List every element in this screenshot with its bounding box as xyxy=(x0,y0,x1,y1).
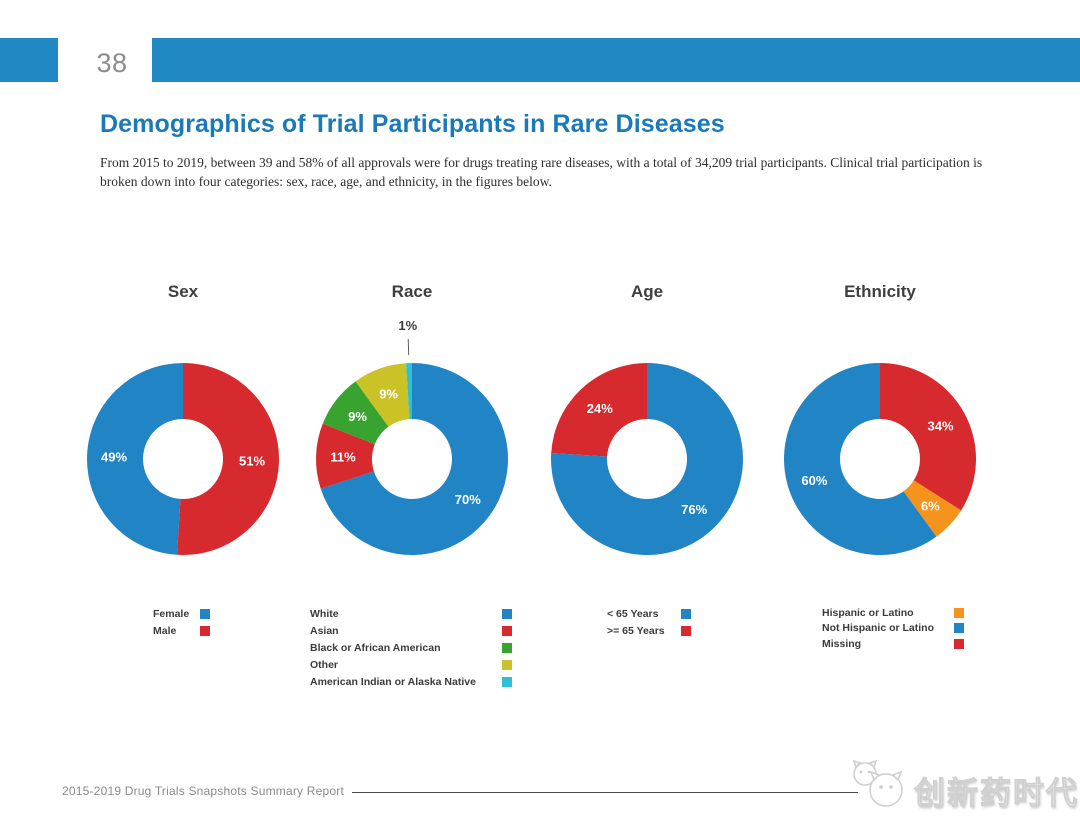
donut-charts-svg: 51% 49% 70% 11% 9% 9% 1% 76% 24% 34% 6% 60% xyxy=(87,318,977,555)
chart-title-race: Race xyxy=(391,282,433,301)
legend-item-missing: Missing xyxy=(822,636,964,652)
chart-title-sex: Sex xyxy=(167,282,199,301)
legend-swatch-icon xyxy=(200,625,210,636)
footer-rule xyxy=(352,792,858,793)
footer-report-label: 2015-2019 Drug Trials Snapshots Summary … xyxy=(62,784,345,798)
chart-title-ethnicity: Ethnicity xyxy=(844,282,916,301)
donut-value-label: 49% xyxy=(101,449,127,464)
donut-value-label: 70% xyxy=(455,492,481,507)
legend-swatch-icon xyxy=(502,608,512,619)
legend-swatch-icon xyxy=(954,607,964,618)
donut-value-label: 1% xyxy=(398,318,417,333)
chart-title-age: Age xyxy=(630,282,664,301)
intro-paragraph: From 2015 to 2019, between 39 and 58% of… xyxy=(100,155,983,189)
legend-item-65-years: < 65 Years xyxy=(607,605,691,622)
legend-swatch-icon xyxy=(502,642,512,653)
header-bar-left xyxy=(0,38,58,82)
legend-swatch-icon xyxy=(502,659,512,670)
legend-swatch-icon xyxy=(502,625,512,636)
legend-swatch-icon xyxy=(502,676,512,687)
legend-label: Hispanic or Latino xyxy=(822,606,914,619)
legend-label: Missing xyxy=(822,637,862,650)
legend-item-not-hispanic-or-latino: Not Hispanic or Latino xyxy=(822,621,964,637)
legend-label: Other xyxy=(310,658,339,671)
donut-slice-not-hispanic-or-latino xyxy=(784,363,937,555)
legend-item-black-or-african-american: Black or African American xyxy=(310,639,512,656)
legend-swatch-icon xyxy=(954,623,964,634)
legend-item-male: Male xyxy=(153,622,210,639)
page-title: Demographics of Trial Participants in Ra… xyxy=(100,110,725,138)
donut-slice-american-indian-or-alaska-native xyxy=(405,363,412,420)
legend-label: Asian xyxy=(310,624,339,637)
legend-label: Black or African American xyxy=(310,641,441,654)
donut-slice-65-years xyxy=(551,363,647,457)
legend-item-american-indian-or-alaska-native: American Indian or Alaska Native xyxy=(310,673,512,690)
page-number: 38 xyxy=(96,48,128,78)
donut-value-label: 34% xyxy=(927,418,953,433)
donut-slice-male xyxy=(176,363,280,555)
legend-label: Not Hispanic or Latino xyxy=(822,622,935,635)
legend-age: < 65 Years >= 65 Years xyxy=(607,605,691,639)
donut-value-label: 11% xyxy=(330,449,356,464)
legend-swatch-icon xyxy=(954,638,964,649)
label-leader-line xyxy=(407,339,410,356)
donut-slice-white xyxy=(320,363,509,555)
legend-label: Male xyxy=(153,624,177,637)
donut-value-label: 76% xyxy=(681,502,707,517)
watermark: 创新药时代 xyxy=(848,758,1078,818)
donut-value-label: 51% xyxy=(239,454,265,469)
legend-label: >= 65 Years xyxy=(607,624,665,637)
donut-slice-65-years xyxy=(551,363,744,555)
legend-ethnicity: Hispanic or Latino Not Hispanic or Latino… xyxy=(822,605,964,652)
donut-value-label: 24% xyxy=(587,401,613,416)
legend-item-asian: Asian xyxy=(310,622,512,639)
legend-item-white: White xyxy=(310,605,512,622)
legend-swatch-icon xyxy=(681,625,691,636)
donut-value-label: 9% xyxy=(379,387,398,402)
legend-swatch-icon xyxy=(200,608,210,619)
header-bar-main xyxy=(152,38,1080,82)
donut-slice-missing xyxy=(880,363,977,511)
legend-label: White xyxy=(310,607,339,620)
watermark-text: 创新药时代 xyxy=(914,776,1079,813)
legend-swatch-icon xyxy=(681,608,691,619)
legend-item-female: Female xyxy=(153,605,210,622)
legend-label: Female xyxy=(153,607,190,620)
legend-item-other: Other xyxy=(310,656,512,673)
donut-slice-other xyxy=(355,363,410,427)
donut-slice-female xyxy=(87,363,183,555)
watermark-cat-logo-icon xyxy=(852,759,903,807)
legend-item-65-years: >= 65 Years xyxy=(607,622,691,639)
legend-sex: Female Male xyxy=(153,605,210,639)
donut-slice-asian xyxy=(315,423,375,489)
donut-slice-hispanic-or-latino xyxy=(903,480,962,537)
legend-label: < 65 Years xyxy=(607,607,659,620)
legend-label: American Indian or Alaska Native xyxy=(310,675,476,688)
donut-slice-black-or-african-american xyxy=(322,381,389,445)
donut-value-label: 9% xyxy=(348,409,367,424)
donut-value-label: 60% xyxy=(801,473,827,488)
donut-value-label: 6% xyxy=(921,499,940,514)
legend-item-hispanic-or-latino: Hispanic or Latino xyxy=(822,605,964,621)
legend-race: White Asian Black or African American Other… xyxy=(310,605,512,690)
